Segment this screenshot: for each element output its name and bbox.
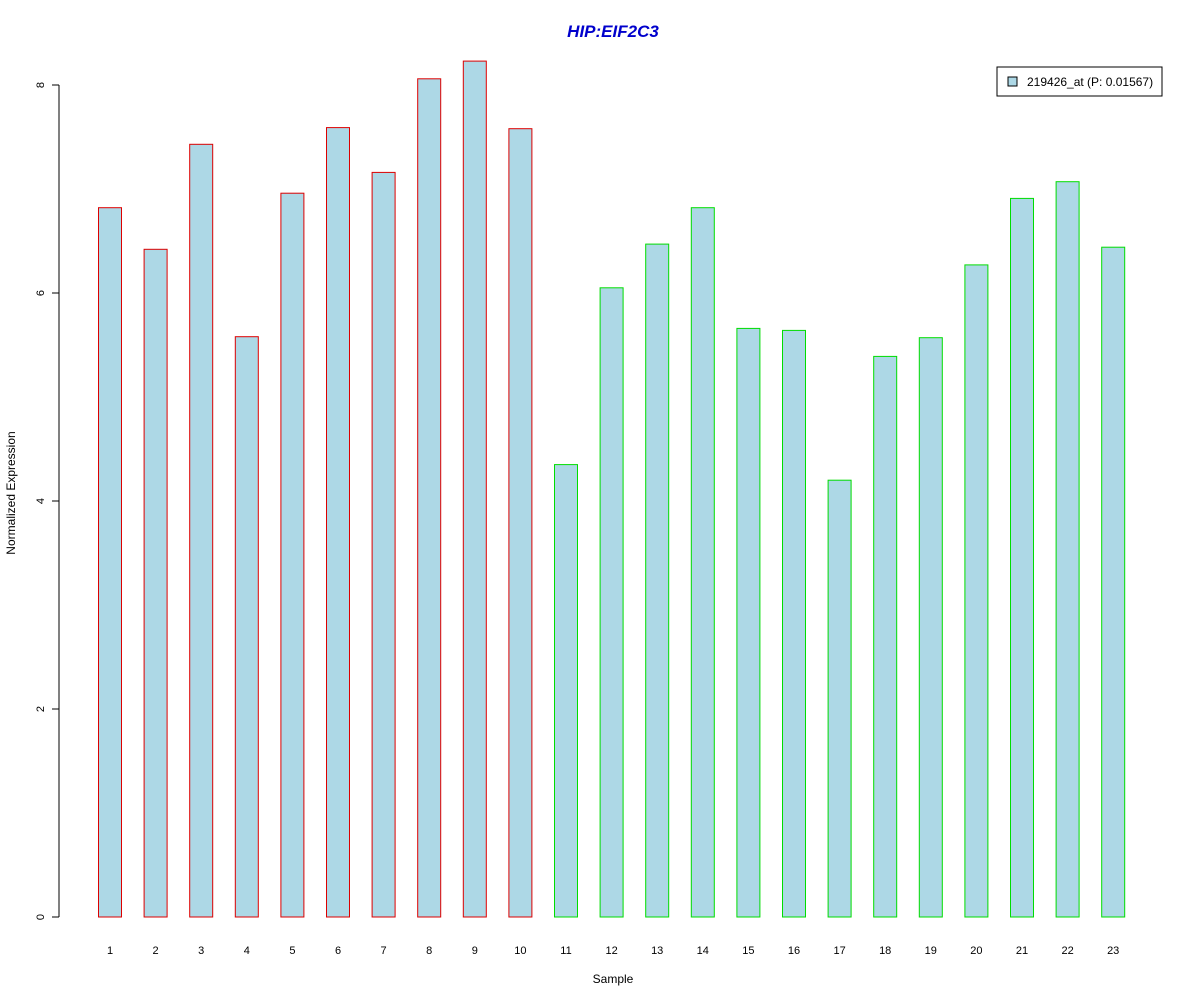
bar [645,243,670,918]
x-tick-label: 21 [1016,945,1028,957]
y-tick-label: 4 [35,498,47,504]
x-tick-label: 3 [198,945,204,957]
x-axis-title: Sample [593,972,634,986]
x-tick-label: 2 [153,945,159,957]
bars [98,60,1126,918]
y-axis-title: Normalized Expression [4,431,18,554]
x-tick-label: 4 [244,945,250,957]
x-tick-label: 23 [1107,945,1119,957]
bar [371,171,396,918]
bar [873,355,898,918]
y-tick-label: 6 [35,290,47,296]
x-tick-label: 22 [1061,945,1073,957]
bar [1101,246,1126,918]
bar [736,327,761,918]
x-tick-label: 11 [560,945,571,957]
bar [599,287,624,918]
bar [964,264,989,918]
bar [782,329,806,918]
x-tick-label: 14 [697,945,709,957]
bar [98,207,122,918]
bar [417,78,442,918]
x-tick-label: 5 [289,945,295,957]
x-tick-label: 19 [925,945,937,957]
x-tick-labels: 1 2 3 4 5 6 7 8 9 10 11 12 13 14 15 16 17 18 19 20 21 22 23 [107,945,1119,957]
x-tick-label: 8 [426,945,432,957]
x-tick-label: 10 [514,945,526,957]
bar [326,127,350,918]
legend: 219426_at (P: 0.01567) [996,66,1163,97]
legend-box [996,66,1163,97]
bar [143,248,168,918]
bar [554,464,578,918]
y-axis: 0 2 4 6 8 [35,82,60,920]
x-tick-label: 9 [472,945,478,957]
legend-swatch [1007,76,1018,87]
x-tick-label: 6 [335,945,341,957]
bar [234,336,259,918]
bar [827,479,852,918]
bar [462,60,487,918]
x-tick-label: 12 [605,945,617,957]
x-tick-label: 20 [970,945,982,957]
x-tick-label: 18 [879,945,891,957]
chart-title: HIP:EIF2C3 [567,22,659,41]
bar [508,128,533,918]
x-tick-label: 1 [107,945,113,957]
bar [1010,197,1034,918]
x-tick-label: 17 [833,945,845,957]
bar [189,143,214,918]
legend-label: 219426_at (P: 0.01567) [1027,75,1153,89]
y-tick-label: 0 [35,914,47,920]
bar [918,337,943,918]
x-tick-label: 13 [651,945,663,957]
bar [1055,181,1080,918]
y-tick-label: 2 [35,706,47,712]
x-tick-label: 15 [742,945,754,957]
x-tick-label: 16 [788,945,800,957]
bar [280,192,305,918]
bar [690,207,715,918]
x-tick-label: 7 [381,945,387,957]
y-tick-label: 8 [35,82,47,88]
